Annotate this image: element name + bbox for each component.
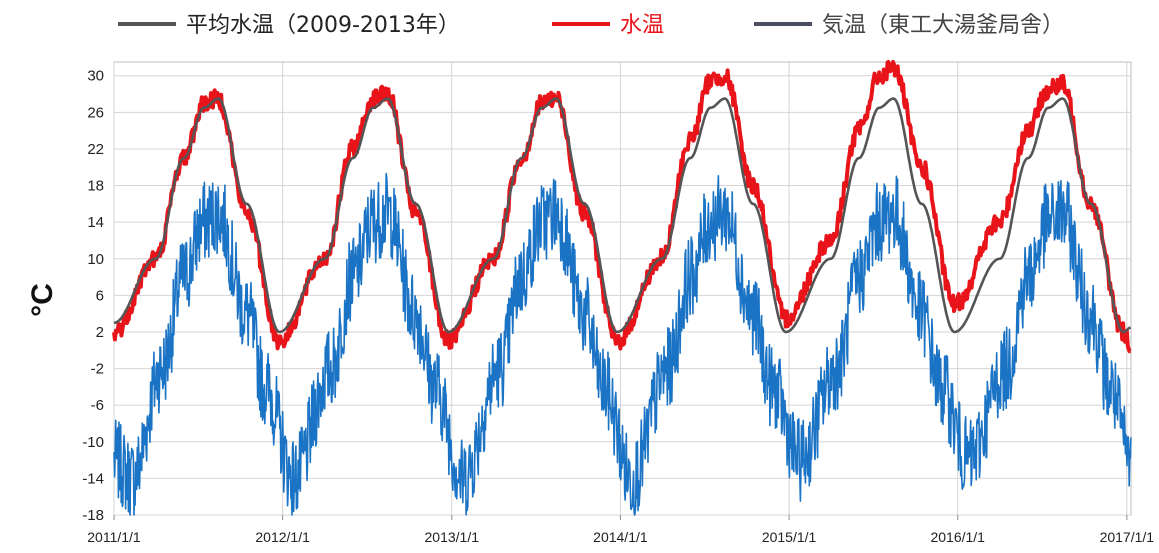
y-tick-label: -18 [82,507,104,524]
x-tick-label: 2015/1/1 [762,529,817,545]
x-tick-label: 2013/1/1 [425,529,480,545]
legend-item-2: 水温 [552,13,664,38]
legend: 平均水温（2009-2013年） 水温 気温（東工大湯釜局舎） [118,13,1064,38]
series-line-2 [112,60,1132,354]
y-tick-label: -10 [82,434,104,451]
y-tick-label: -2 [91,361,104,378]
y-tick-label: -6 [91,397,104,414]
y-tick-label: 30 [87,68,104,85]
y-axis-label: °C [26,283,59,317]
x-tick-label: 2016/1/1 [930,529,985,545]
series-layer [112,60,1132,516]
x-tick-label: 2017/1/1 [1100,529,1155,545]
axes: 30 26 22 18 14 10 6 2 -2 -6 -10 -14 -18 2011/1/1 2012/… [82,68,1154,545]
legend-label: 水温 [620,13,664,38]
y-tick-label: 14 [87,214,104,231]
series-line-1 [113,97,1132,334]
y-tick-label: 26 [87,104,104,121]
legend-label: 平均水温（2009-2013年） [186,13,460,38]
y-tick-label: 22 [87,141,104,158]
series-line-3 [113,172,1132,516]
legend-item-1: 平均水温（2009-2013年） [118,13,460,38]
x-tick-label: 2014/1/1 [593,529,648,545]
y-tick-label: -14 [82,470,104,487]
legend-item-3: 気温（東工大湯釜局舎） [754,13,1064,38]
x-tick-label: 2011/1/1 [87,529,141,545]
y-tick-label: 2 [96,324,104,341]
y-tick-label: 10 [87,251,104,268]
y-tick-label: 6 [96,287,104,304]
legend-label: 気温（東工大湯釜局舎） [822,13,1064,38]
y-tick-label: 18 [87,178,104,195]
x-tick-label: 2012/1/1 [255,529,310,545]
